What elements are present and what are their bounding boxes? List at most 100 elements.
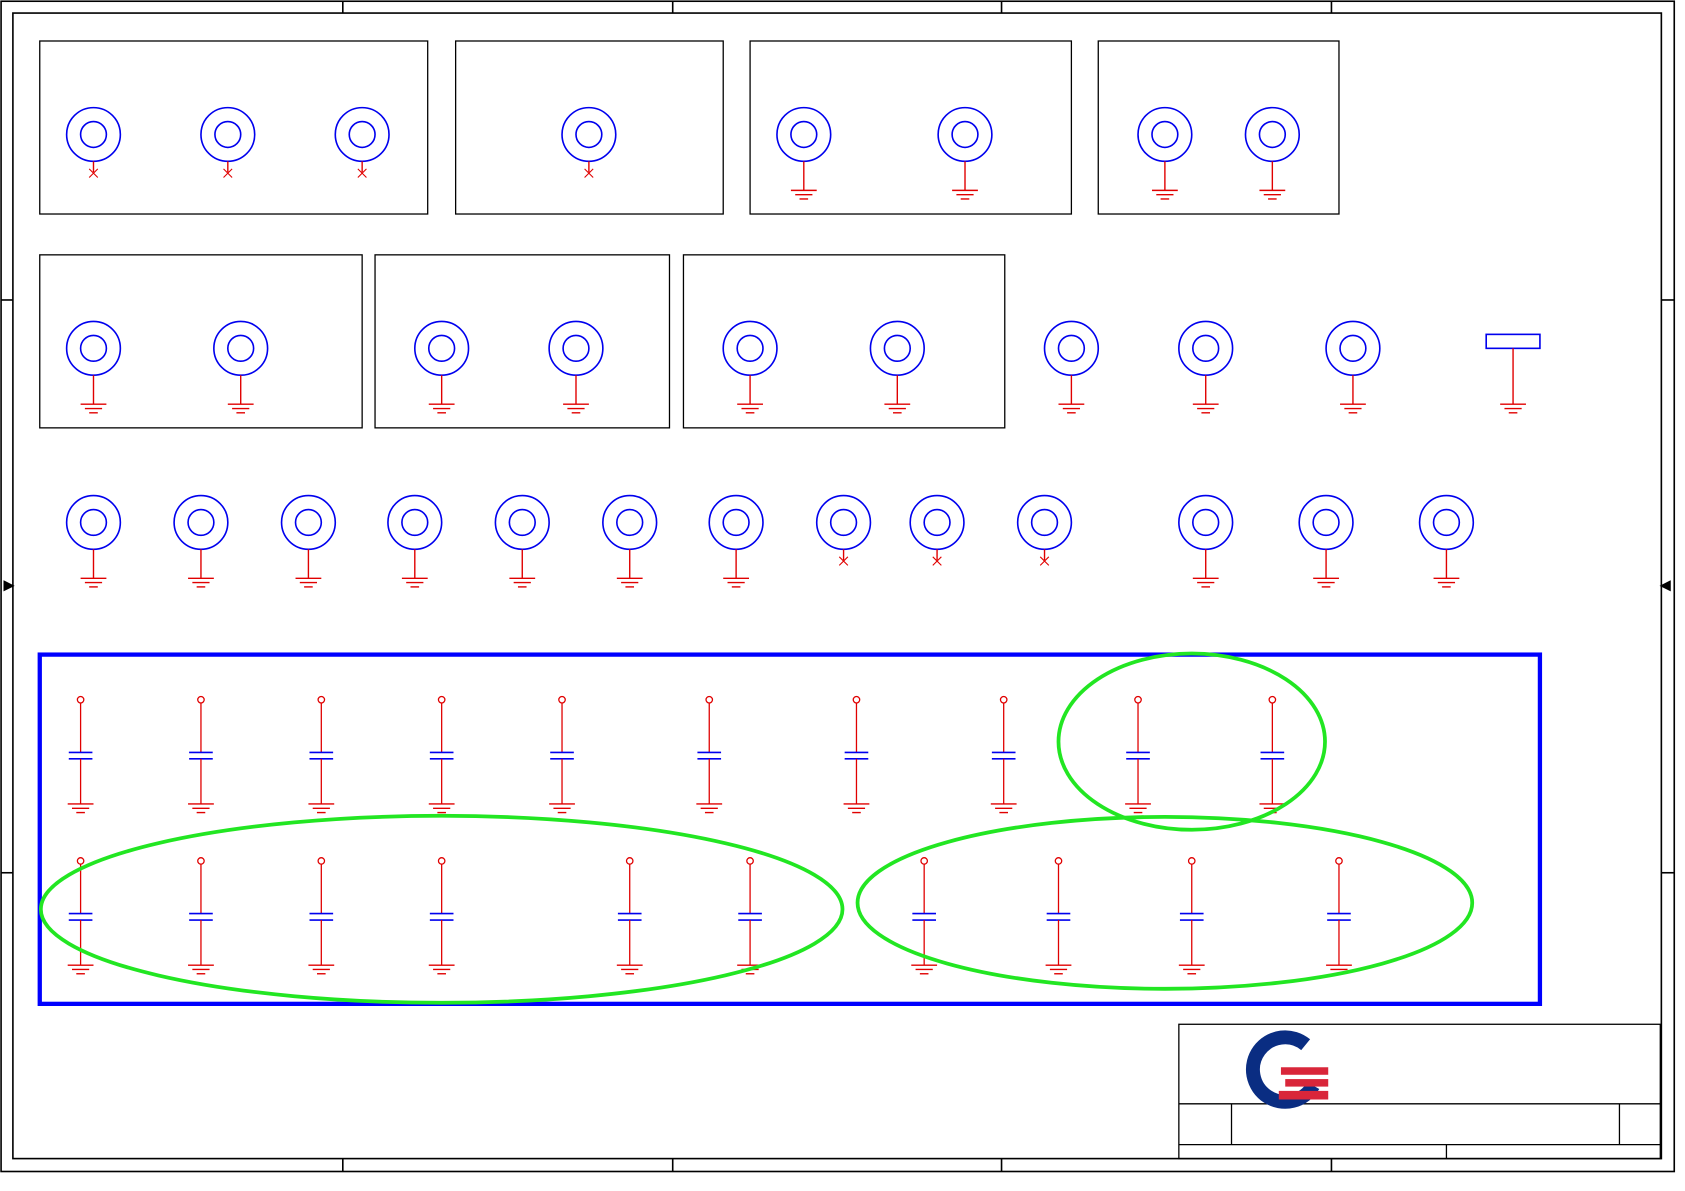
hole-inner (616, 508, 644, 537)
highlight-ellipse (1056, 651, 1327, 832)
mounting-hole (1244, 106, 1301, 200)
capacitor (188, 857, 214, 975)
group-box (454, 40, 724, 215)
mounting-hole (722, 320, 778, 414)
hole-inner (883, 334, 912, 363)
frame-arrow (3, 580, 15, 592)
hole-inner (79, 120, 108, 149)
hole-inner (1312, 508, 1340, 537)
highlight-ellipse (855, 814, 1475, 991)
hole-inner (348, 120, 376, 149)
hole-inner (1192, 508, 1220, 537)
group-box (1097, 40, 1340, 215)
mounting-hole (200, 106, 256, 178)
mounting-hole (65, 494, 122, 588)
hole-inner (187, 508, 215, 537)
mounting-hole (173, 494, 229, 588)
mounting-hole (937, 106, 993, 200)
group-box (39, 40, 429, 215)
mounting-hole (815, 494, 872, 566)
mounting-hole (280, 494, 337, 588)
group-box (749, 40, 1073, 215)
hole-inner (722, 508, 750, 537)
hole-inner (575, 120, 603, 149)
logo-stripe (1278, 1090, 1329, 1100)
hole-inner (1258, 120, 1287, 149)
hole-inner (214, 120, 242, 149)
mounting-hole (494, 494, 550, 588)
no-connect (838, 556, 849, 566)
highlight-ellipse (38, 813, 845, 1005)
mounting-hole (1325, 320, 1381, 414)
hole-inner (829, 508, 858, 537)
mounting-hole (1178, 320, 1234, 414)
no-connect (1039, 556, 1050, 566)
logo-ring (1245, 1030, 1320, 1109)
no-connect (88, 168, 99, 178)
mounting-hole (387, 494, 443, 588)
capacitor (1178, 857, 1205, 975)
test-pad (1485, 333, 1541, 414)
capacitor (1045, 857, 1072, 975)
mounting-hole (65, 106, 122, 178)
mounting-hole (1178, 494, 1234, 588)
hole-inner (790, 120, 818, 149)
hole-inner (427, 334, 456, 363)
no-connect (357, 168, 367, 178)
hole-inner (1339, 334, 1367, 363)
highlight-ellipses (38, 651, 1475, 1005)
hole-inner (1030, 508, 1059, 537)
capacitor (843, 695, 870, 814)
hole-inner (1432, 508, 1461, 537)
hole-inner (736, 334, 764, 363)
hole-inner (79, 508, 108, 537)
hole-inner (951, 120, 979, 149)
hole-inner (294, 508, 323, 537)
hole-inner (401, 508, 429, 537)
mounting-hole (1298, 494, 1354, 588)
frame-arrow (1659, 580, 1671, 592)
capacitor (308, 695, 335, 814)
mounting-hole (1418, 494, 1475, 588)
mounting-hole (334, 106, 390, 178)
mounting-hole (1016, 494, 1073, 566)
hole-inner (1151, 120, 1179, 149)
capacitor (428, 695, 455, 814)
hole-inner (79, 334, 108, 363)
group-boxes (39, 40, 1340, 429)
capacitor-region (37, 652, 1543, 1007)
logo-stripe (1280, 1067, 1329, 1075)
capacitor (696, 695, 723, 814)
mounting-hole (776, 106, 832, 200)
mounting-hole (413, 320, 470, 414)
mounting-hole (909, 494, 965, 566)
capacitor (549, 695, 575, 814)
hole-inner (923, 508, 951, 537)
capacitor (67, 695, 94, 814)
capacitor (308, 857, 335, 975)
outer-border (0, 0, 1676, 1173)
mounting-hole (1043, 320, 1100, 414)
group-box (374, 254, 671, 429)
group-box (682, 254, 1006, 429)
mounting-hole (548, 320, 604, 414)
parts (65, 106, 1541, 975)
capacitor (616, 857, 643, 975)
capacitor (1259, 695, 1286, 814)
mounting-hole (561, 106, 617, 178)
group-box (39, 254, 363, 429)
mounting-hole (602, 494, 658, 588)
hole-inner (562, 334, 590, 363)
mounting-hole (213, 320, 269, 414)
capacitor (67, 857, 94, 975)
capacitor (188, 695, 214, 814)
capacitor (428, 857, 455, 975)
no-connect (223, 168, 233, 178)
title-block-frame (1178, 1023, 1661, 1160)
capacitor (1125, 695, 1151, 814)
hole-inner (227, 334, 255, 363)
no-connect (932, 556, 942, 566)
capacitor (990, 695, 1017, 814)
